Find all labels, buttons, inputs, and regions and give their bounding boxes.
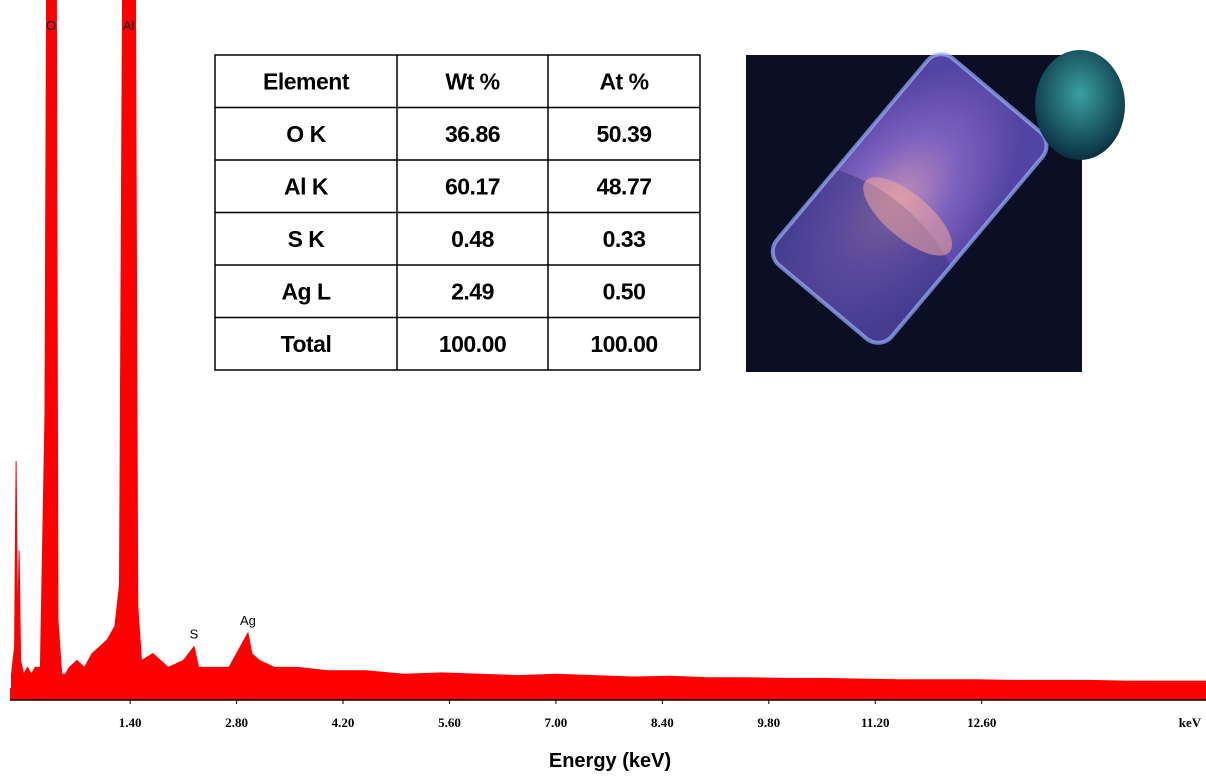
table-cell: 50.39 [596, 121, 651, 147]
table-header: At % [599, 68, 648, 94]
x-tick-label: 7.00 [545, 715, 568, 730]
x-tick-label: 11.20 [861, 715, 890, 730]
peak-label: Ag [240, 613, 256, 628]
table-cell: Ag L [281, 278, 331, 304]
x-unit: keV [1179, 715, 1202, 730]
table-cell: Al K [284, 173, 329, 199]
table-cell: 2.49 [451, 278, 494, 304]
peak-label: Al [123, 18, 135, 33]
x-tick-label: 4.20 [332, 715, 355, 730]
x-tick-label: 9.80 [757, 715, 780, 730]
table-cell: 0.33 [603, 226, 646, 252]
x-tick-label: 12.60 [967, 715, 996, 730]
x-axis-title: Energy (keV) [549, 750, 671, 772]
table-cell: 0.48 [451, 226, 494, 252]
x-tick-label: 1.40 [119, 715, 142, 730]
x-tick-label: 8.40 [651, 715, 674, 730]
peak-label: O [46, 18, 56, 33]
data-table: Element Wt % At % O K 36.86 50.39 Al K 60.17 48.… [215, 55, 700, 370]
photo [746, 47, 1125, 372]
table-cell: 60.17 [445, 173, 500, 199]
table-cell: 36.86 [445, 121, 500, 147]
table-cell: 100.00 [439, 331, 506, 357]
table-header: Element [263, 68, 350, 94]
chart: Element Wt % At % O K 36.86 50.39 Al K 60.17 48.… [0, 0, 1206, 776]
table-cell: O K [286, 121, 326, 147]
x-tick-label: 2.80 [225, 715, 248, 730]
x-tick-label: 5.60 [438, 715, 461, 730]
baseline-band [10, 688, 1206, 700]
table-cell: 0.50 [603, 278, 646, 304]
table-cell: Total [281, 331, 332, 357]
table-cell: 48.77 [596, 173, 651, 199]
table-header: Wt % [445, 68, 499, 94]
table-cell: S K [288, 226, 326, 252]
table-cell: 100.00 [590, 331, 657, 357]
peak-label: S [190, 627, 199, 642]
